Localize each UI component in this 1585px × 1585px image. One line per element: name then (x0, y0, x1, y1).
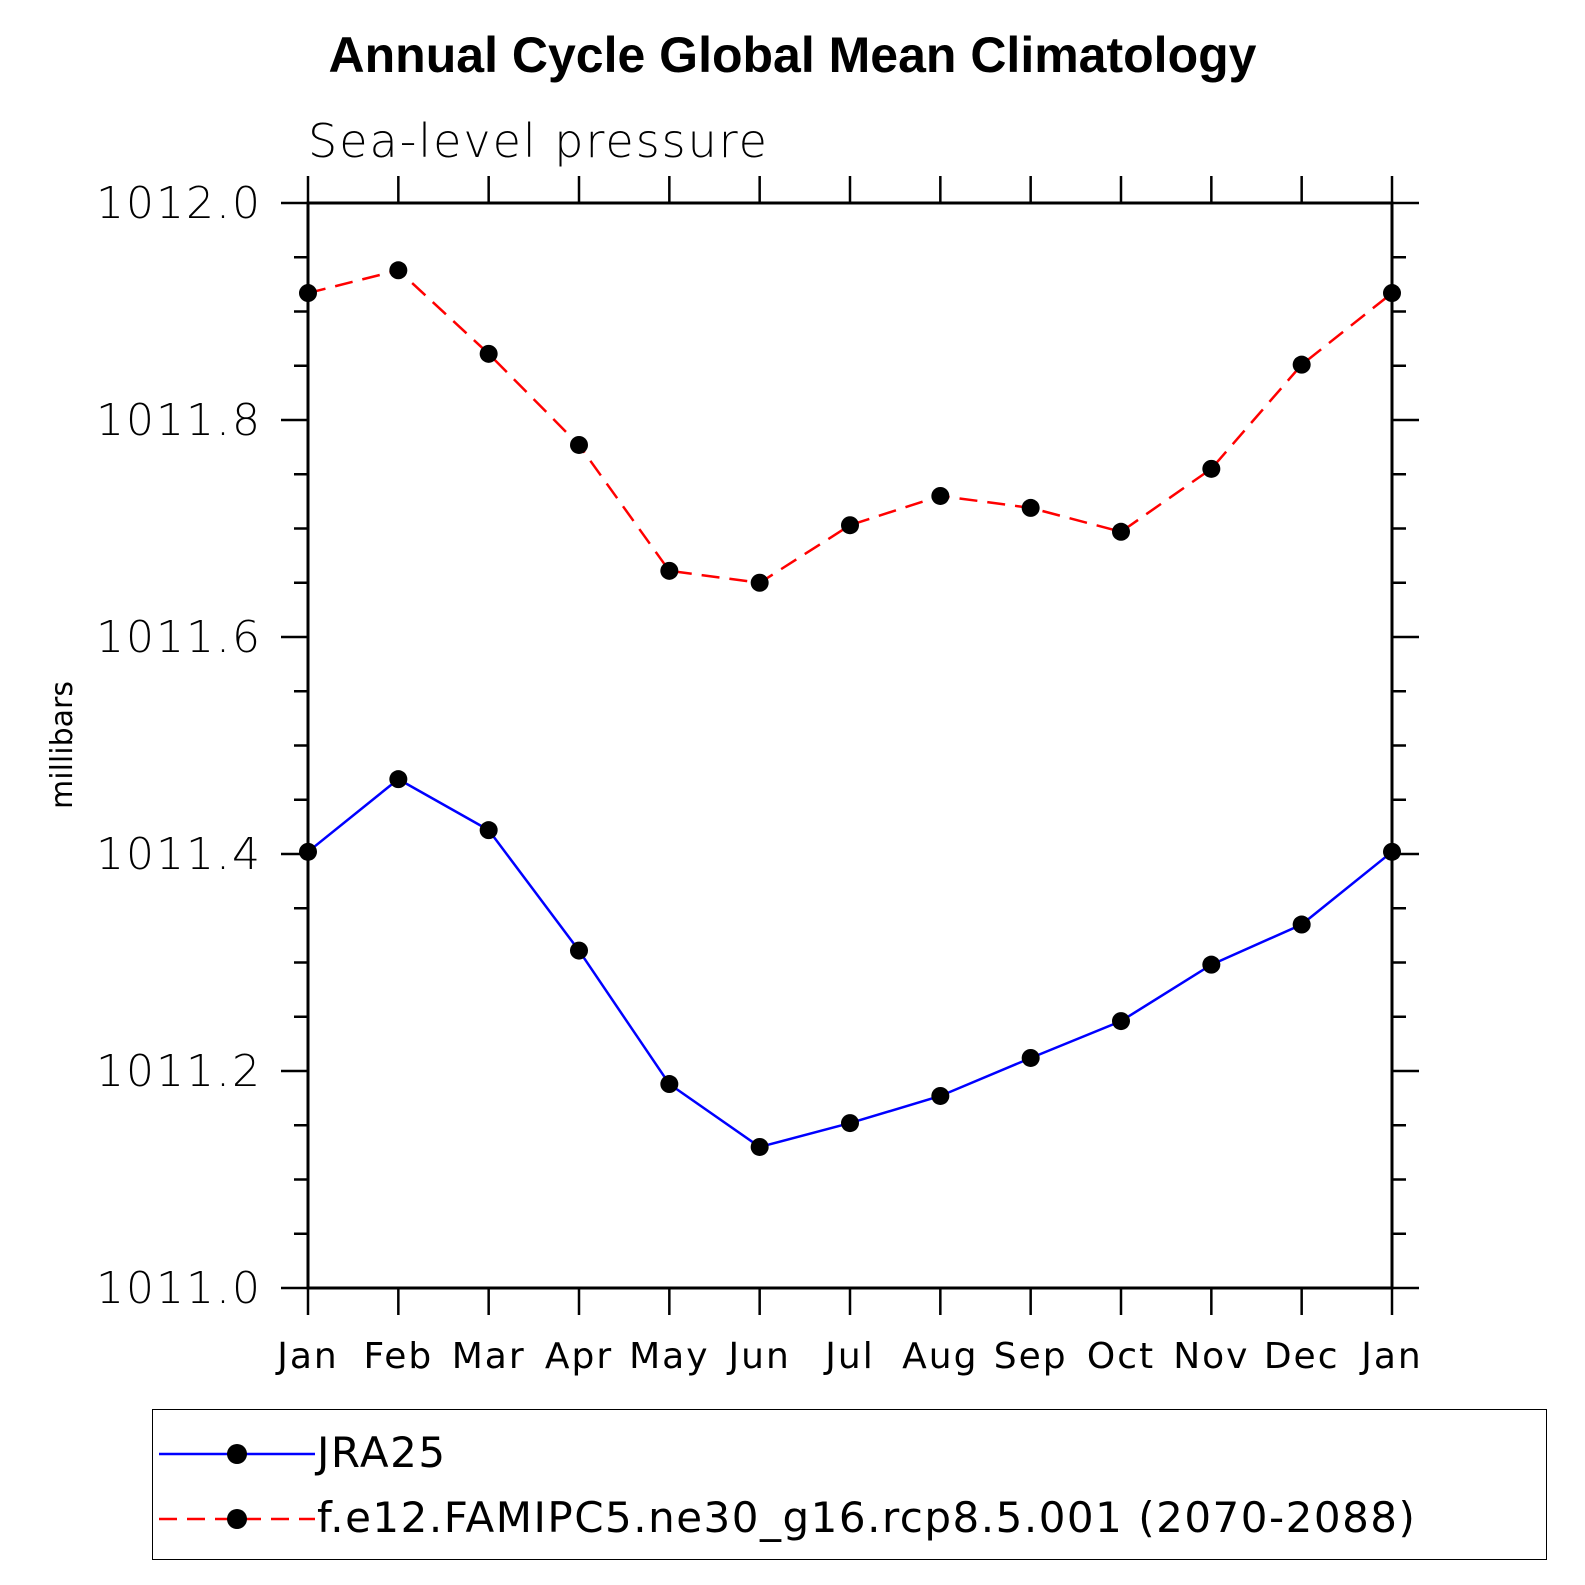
x-tick-label: Nov (1173, 1336, 1249, 1377)
series-0-point-5 (750, 1137, 769, 1156)
x-tick-label: Apr (545, 1336, 613, 1377)
x-tick-label: Jan (1359, 1336, 1423, 1377)
x-tick-label: Jan (275, 1336, 339, 1377)
series-1-point-7 (931, 486, 950, 505)
series-1-point-5 (750, 573, 769, 592)
series-0-point-3 (570, 941, 588, 960)
y-tick-label: 1011.8 (96, 395, 262, 446)
series-1-point-4 (660, 561, 679, 580)
legend: JRA25 f.e12.FAMIPC5.ne30_g16.rcp8.5.001 … (152, 1409, 1547, 1560)
x-tick-label: Dec (1264, 1336, 1340, 1377)
series-1-point-11 (1292, 355, 1311, 374)
y-tick-label: 1011.6 (96, 612, 262, 663)
legend-swatches (159, 1444, 315, 1529)
series-0-point-9 (1112, 1012, 1130, 1031)
y-axis-label: millibars (45, 681, 80, 809)
y-tick-label: 1011.4 (96, 829, 262, 880)
x-tick-label: Oct (1087, 1336, 1155, 1377)
series-0-point-8 (1021, 1048, 1040, 1067)
series-1-point-12 (1383, 284, 1401, 303)
series-1-point-6 (841, 516, 859, 535)
series-group (299, 261, 1401, 1156)
series-0-point-6 (841, 1114, 859, 1133)
series-line-0 (307, 777, 1393, 1149)
y-tick-label: 1011.0 (96, 1263, 262, 1314)
x-axis-ticks: Jan Feb Mar Apr May Jun Jul Aug Sep Oct Nov Dec Jan (275, 176, 1423, 1377)
x-tick-label: Jul (823, 1336, 874, 1377)
series-0-point-4 (660, 1075, 679, 1094)
x-tick-label: Sep (994, 1336, 1068, 1377)
series-1-point-2 (479, 344, 498, 363)
y-tick-label: 1012.0 (96, 178, 262, 229)
x-tick-label: Feb (363, 1336, 433, 1377)
chart-title: Annual Cycle Global Mean Climatology (328, 27, 1257, 83)
legend-label-jra25: JRA25 (317, 1428, 447, 1477)
series-0-point-11 (1292, 915, 1311, 934)
series-1-point-1 (389, 261, 408, 280)
series-0-point-7 (931, 1086, 950, 1105)
x-tick-label: Aug (902, 1336, 978, 1377)
y-tick-label: 1011.2 (96, 1046, 262, 1097)
x-tick-label: Jun (727, 1336, 791, 1377)
series-0-point-12 (1383, 842, 1401, 861)
legend-swatch-marker-rcp85 (227, 1509, 247, 1529)
series-1-point-8 (1021, 498, 1040, 517)
series-1-point-3 (570, 435, 588, 454)
legend-label-rcp85: f.e12.FAMIPC5.ne30_g16.rcp8.5.001 (2070-… (317, 1493, 1417, 1542)
x-tick-label: Mar (452, 1336, 526, 1377)
series-line-1 (307, 268, 1393, 585)
series-1-point-0 (299, 284, 317, 303)
series-1-point-10 (1202, 459, 1221, 478)
series-0-point-10 (1202, 955, 1221, 974)
series-0-point-1 (389, 770, 408, 789)
y-axis-ticks: 1011.0 1011.2 1011.4 1011.6 1011.8 1012.0 (96, 178, 1419, 1314)
series-1-point-9 (1112, 522, 1130, 541)
x-tick-label: May (629, 1336, 709, 1377)
series-0-point-2 (479, 821, 498, 840)
plot-area: 1011.0 1011.2 1011.4 1011.6 1011.8 1012.0 Jan… (45, 176, 1423, 1377)
series-0-point-0 (299, 842, 317, 861)
legend-swatch-marker-jra25 (227, 1444, 247, 1464)
chart-subtitle: Sea-level pressure (308, 114, 769, 168)
